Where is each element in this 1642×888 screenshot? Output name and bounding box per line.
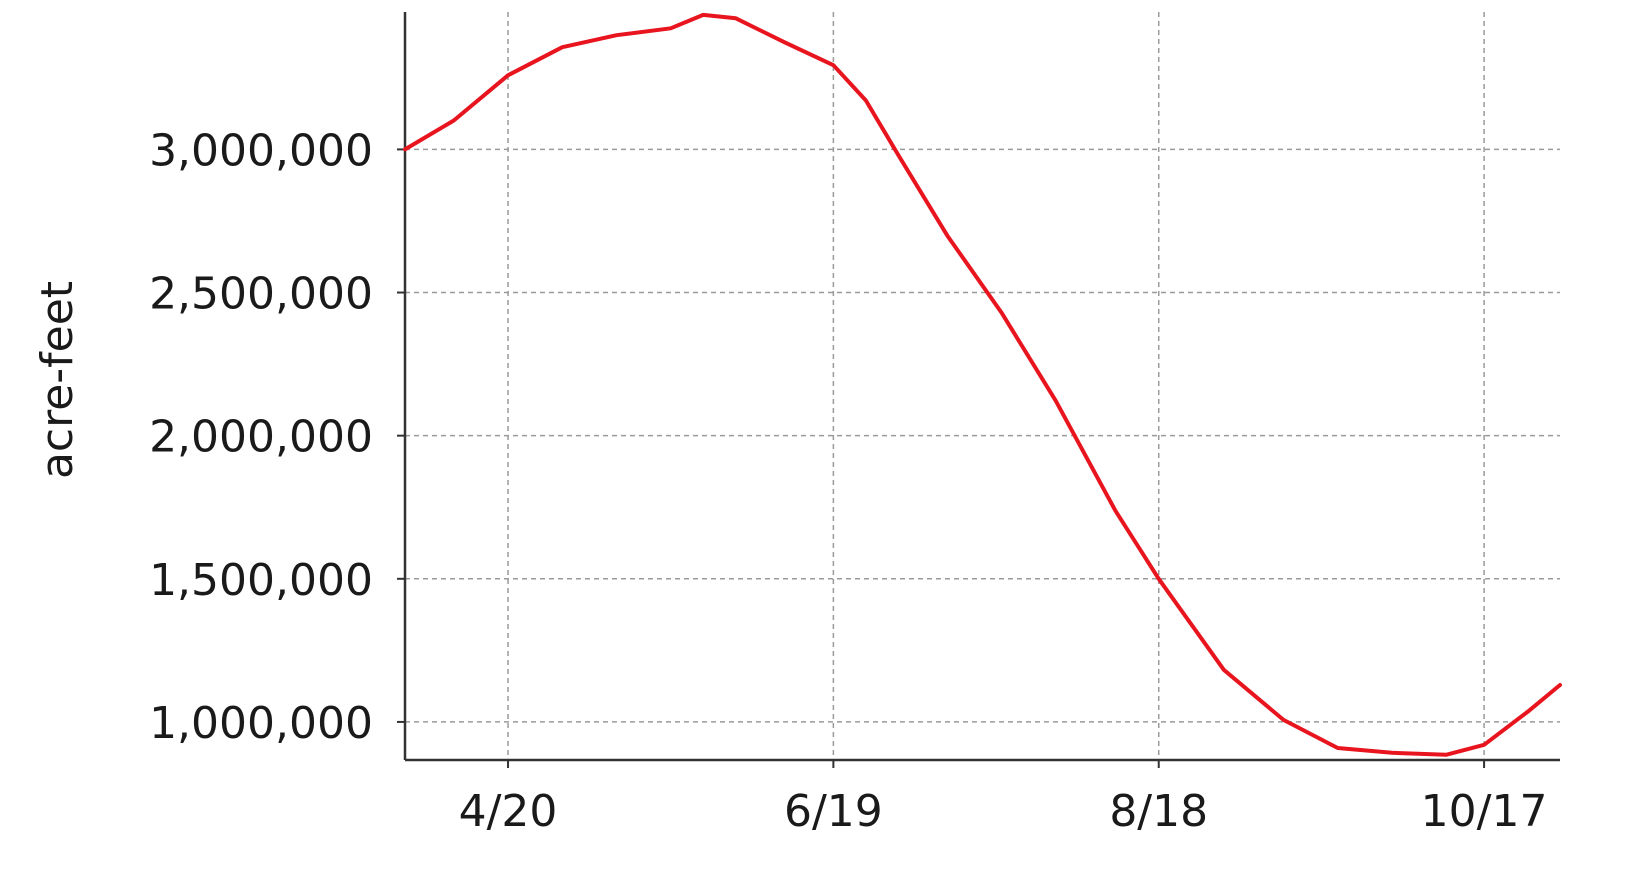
y-tick-label: 2,000,000 xyxy=(149,412,373,463)
x-tick-label: 6/19 xyxy=(784,786,883,837)
x-tick-label: 4/20 xyxy=(459,786,558,837)
y-tick-label: 2,500,000 xyxy=(149,269,373,320)
y-axis-label: acre-feet xyxy=(32,281,83,479)
data-line xyxy=(403,12,1562,757)
y-tick-label: 1,000,000 xyxy=(149,698,373,749)
y-tick-label: 1,500,000 xyxy=(149,555,373,606)
x-tick-label: 8/18 xyxy=(1109,786,1208,837)
y-tick-label: 3,000,000 xyxy=(149,125,373,176)
x-tick-label: 10/17 xyxy=(1421,786,1548,837)
